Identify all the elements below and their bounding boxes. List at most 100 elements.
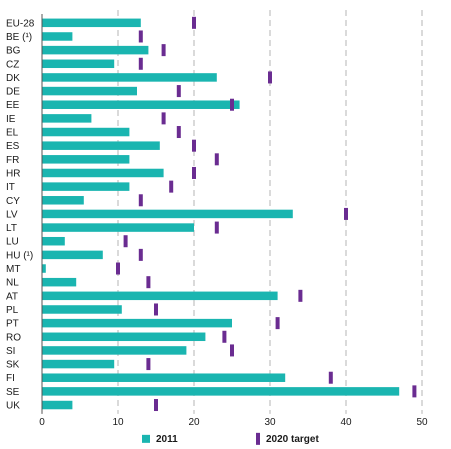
target-marker-uk [154,399,158,412]
bar-ee [42,100,240,109]
target-marker-hr [192,166,196,179]
target-marker-bg [161,44,166,57]
category-label-de: DE [6,87,20,98]
target-marker-ie [161,112,166,125]
category-label-cz: CZ [6,59,19,70]
target-marker-lt [214,221,219,234]
category-label-at: AT [6,291,18,302]
category-label-lv: LV [6,209,18,220]
category-label-sk: SK [6,360,20,371]
category-label-it: IT [6,182,15,193]
category-label-mt: MT [6,264,20,275]
legend-label-2011: 2011 [156,434,178,445]
bar-uk [42,400,73,410]
target-marker-dk [268,71,272,84]
bar-be [42,32,73,41]
bar-hu [42,250,103,260]
legend: 2011 2020 target [142,432,319,445]
target-marker-pl [154,303,158,316]
bar-ie [42,114,92,123]
target-marker-ee [230,98,234,111]
bar-mt [42,264,46,273]
target-markers [116,16,417,412]
category-label-ro: RO [6,332,21,343]
category-label-hu: HU (¹) [6,250,33,261]
category-label-cy: CY [6,196,20,207]
category-labels: EU-28 BE (¹) BG CZ DK DE EE IE EL ES FR HR IT CY LV LT L… [6,18,35,411]
target-marker-se [412,385,417,398]
target-marker-de [176,85,181,98]
target-marker-lv [344,207,348,220]
category-label-fi: FI [6,373,15,384]
bar-ro [42,332,206,342]
category-label-eu-28: EU-28 [6,18,35,29]
bars-2011 [42,18,400,410]
category-label-bg: BG [6,46,21,57]
bar-se [42,387,400,396]
category-label-nl: NL [6,278,19,289]
category-label-dk: DK [6,73,20,84]
target-marker-es [192,139,196,152]
bar-hr [42,168,164,178]
category-label-se: SE [6,387,20,398]
bar-lv [42,209,293,219]
target-marker-lu [123,235,128,248]
category-label-uk: UK [6,401,20,412]
target-marker-nl [146,276,151,289]
bar-pl [42,305,122,314]
legend-label-2020-target: 2020 target [266,434,319,445]
category-label-ee: EE [6,100,20,111]
x-tick-20: 20 [188,417,200,428]
target-marker-fr [214,153,219,166]
bar-lu [42,236,65,246]
target-marker-el [176,126,181,139]
bar-si [42,346,187,355]
bar-cz [42,59,115,69]
target-marker-hu [138,248,143,261]
target-marker-it [169,180,174,193]
category-label-hr: HR [6,168,20,179]
category-label-be: BE (¹) [6,32,32,43]
bar-pt [42,318,232,328]
target-marker-ro [222,330,227,343]
category-label-si: SI [6,346,15,357]
target-marker-si [230,344,234,357]
bar-bg [42,45,149,55]
bar-lt [42,223,194,232]
category-label-el: EL [6,128,19,139]
bar-de [42,86,137,96]
target-marker-eu-28 [192,16,196,29]
category-label-lu: LU [6,237,19,248]
bar-fi [42,373,286,382]
category-label-lt: LT [6,223,17,234]
target-marker-pt [275,317,280,330]
bar-cy [42,196,84,205]
bar-eu-28 [42,18,141,28]
x-tick-10: 10 [112,417,124,428]
category-label-ie: IE [6,114,16,125]
bar-es [42,141,160,150]
target-marker-fi [328,371,333,384]
target-marker-sk [146,358,151,371]
target-marker-cz [138,57,143,70]
legend-swatch-2011 [142,434,150,443]
category-label-fr: FR [6,155,19,166]
bar-it [42,182,130,191]
bar-el [42,127,130,137]
legend-swatch-2020-target [256,432,260,445]
category-label-pl: PL [6,305,19,316]
bar-dk [42,73,217,82]
target-marker-be [138,30,143,43]
x-tick-labels: 0 10 20 30 40 50 [39,417,428,428]
category-label-pt: PT [6,319,19,330]
target-marker-at [298,289,303,302]
category-label-es: ES [6,141,20,152]
bar-at [42,291,278,301]
target-marker-cy [138,194,143,207]
bar-nl [42,277,77,287]
bar-sk [42,359,115,369]
x-tick-0: 0 [39,417,45,428]
x-tick-50: 50 [416,417,428,428]
bar-fr [42,155,130,164]
